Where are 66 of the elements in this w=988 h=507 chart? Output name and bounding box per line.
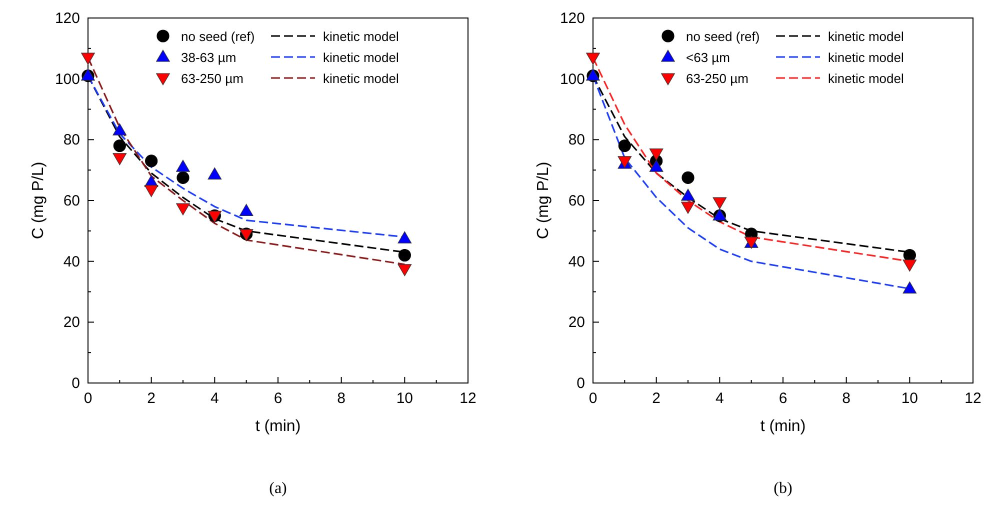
point — [398, 264, 412, 276]
y-tick-label: 100 — [54, 70, 80, 88]
x-tick-label: 6 — [274, 390, 282, 407]
point — [176, 160, 190, 172]
y-axis-title: C (mg P/L) — [30, 162, 47, 240]
legend-label: 63-250 µm — [686, 71, 748, 86]
legend-label: kinetic model — [828, 29, 904, 44]
y-tick-label: 120 — [54, 10, 80, 27]
x-tick-label: 8 — [842, 390, 851, 407]
x-axis-title: t (min) — [760, 418, 806, 435]
x-tick-label: 12 — [964, 390, 982, 407]
legend-label: no seed (ref) — [181, 29, 255, 44]
point — [144, 185, 158, 198]
x-axis-title: t (min) — [255, 418, 301, 435]
y-tick-label: 80 — [63, 132, 80, 149]
point — [902, 260, 917, 272]
point — [208, 167, 222, 180]
point — [618, 139, 631, 152]
point — [902, 282, 917, 294]
legend-label: 38-63 µm — [181, 50, 236, 65]
y-tick-label: 80 — [568, 132, 585, 149]
point — [681, 188, 695, 201]
x-tick-label: 12 — [460, 390, 476, 407]
point — [176, 171, 190, 184]
y-tick-label: 0 — [72, 375, 80, 392]
x-tick-label: 2 — [652, 390, 661, 407]
x-tick-label: 4 — [715, 390, 724, 407]
x-tick-label: 2 — [147, 390, 156, 407]
legend-label: kinetic model — [828, 50, 904, 65]
x-tick-label: 10 — [901, 390, 918, 407]
legend-label: kinetic model — [828, 71, 904, 86]
point — [712, 197, 727, 210]
y-tick-label: 120 — [560, 10, 585, 27]
x-tick-label: 10 — [396, 390, 414, 407]
x-tick-label: 4 — [210, 390, 219, 407]
x-tick-label: 0 — [84, 390, 92, 407]
y-tick-label: 40 — [568, 253, 585, 270]
legend-label: kinetic model — [323, 71, 399, 86]
point — [398, 248, 411, 262]
point — [681, 202, 695, 214]
y-axis-title: C (mg P/L) — [535, 162, 552, 240]
text: (a) — [269, 480, 287, 497]
legend-label: <63 µm — [686, 50, 730, 65]
point — [649, 160, 664, 172]
legend-label: kinetic model — [323, 50, 399, 65]
y-tick-label: 20 — [63, 314, 80, 332]
point — [176, 203, 190, 216]
point — [586, 52, 600, 65]
point — [682, 171, 694, 184]
legend-label: kinetic model — [323, 29, 399, 44]
x-tick-label: 0 — [588, 390, 598, 407]
legend-label: 63-250 µm — [181, 71, 244, 86]
text: (b) — [774, 480, 792, 497]
y-tick-label: 20 — [568, 314, 585, 332]
legend-label: no seed (ref) — [686, 29, 760, 44]
y-tick-label: 60 — [63, 192, 80, 210]
point — [649, 148, 664, 161]
point — [145, 154, 158, 168]
y-tick-label: 40 — [63, 253, 80, 270]
point — [113, 139, 126, 152]
y-tick-label: 100 — [560, 70, 585, 88]
x-tick-label: 6 — [778, 390, 788, 407]
x-tick-label: 8 — [337, 390, 346, 407]
point — [112, 123, 127, 136]
y-tick-label: 60 — [568, 192, 585, 210]
y-tick-label: 0 — [576, 375, 585, 392]
